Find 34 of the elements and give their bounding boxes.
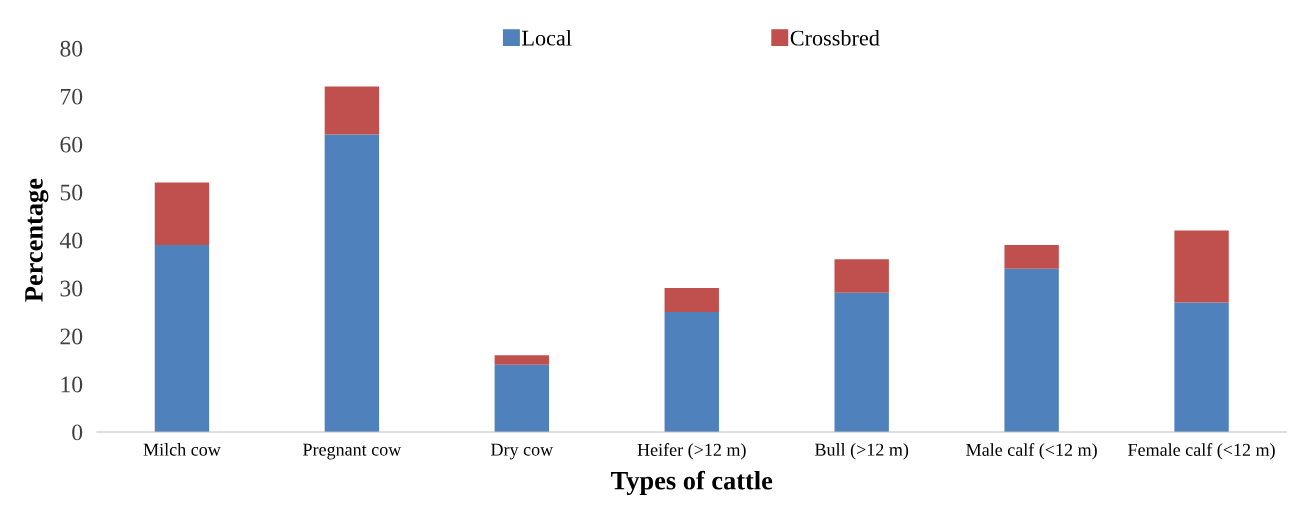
x-tick-label: Dry cow — [491, 443, 554, 460]
y-tick-label: 70 — [61, 88, 83, 105]
x-tick-label: Milch cow — [143, 443, 221, 456]
bar — [1004, 244, 1059, 269]
bar — [1174, 230, 1229, 303]
y-tick-label: 40 — [59, 232, 83, 249]
x-tick-label: Heifer (>12 m) — [637, 443, 746, 460]
y-axis-title: Percentage — [25, 178, 49, 302]
bar — [154, 182, 210, 245]
legend-label: Crossbred — [790, 29, 880, 46]
y-tick-label: 30 — [60, 280, 83, 297]
y-tick-label: 10 — [61, 376, 83, 393]
bar — [324, 86, 380, 135]
x-tick-label: Bull (>12 m) — [814, 443, 909, 460]
x-tick-label: Female calf (<12 m) — [1128, 443, 1275, 460]
bar — [664, 312, 719, 432]
x-axis-title: Types of cattle — [611, 470, 773, 495]
x-tick-label: Pregnant cow — [303, 443, 402, 460]
bar — [1004, 268, 1059, 432]
bar — [324, 134, 380, 432]
legend-label: Local — [522, 29, 572, 46]
x-tick-label: Male calf (<12 m) — [966, 443, 1097, 460]
bar — [154, 244, 210, 432]
bar — [494, 364, 550, 432]
bar — [834, 292, 889, 432]
bar — [664, 288, 719, 313]
bar — [1174, 302, 1229, 432]
y-tick-label: 60 — [60, 136, 83, 153]
y-tick-label: 0 — [72, 424, 83, 441]
y-tick-label: 50 — [60, 184, 83, 201]
y-tick-label: 80 — [60, 40, 83, 57]
bar — [494, 355, 550, 365]
bar — [834, 259, 889, 293]
y-tick-label: 20 — [60, 328, 83, 345]
